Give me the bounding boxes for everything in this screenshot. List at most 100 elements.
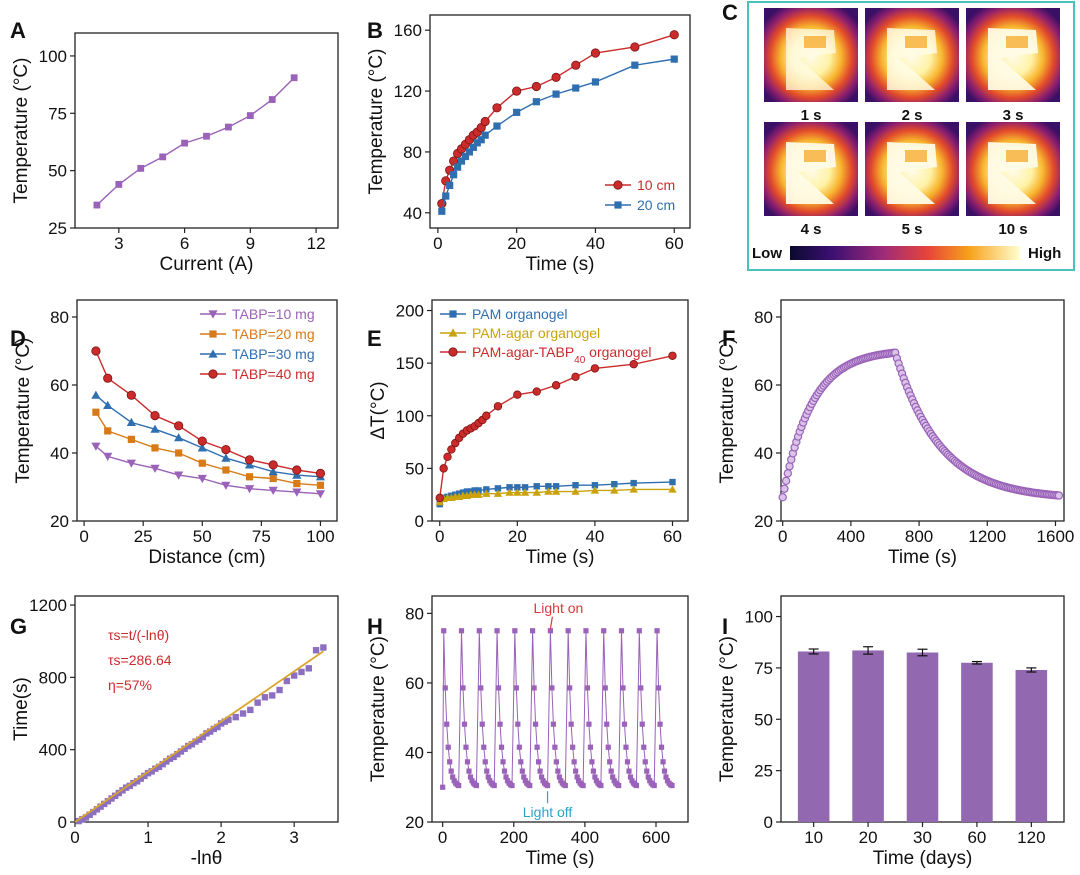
data-point bbox=[159, 153, 167, 161]
x-tick-label: 1200 bbox=[968, 527, 1006, 546]
data-point bbox=[550, 721, 556, 727]
data-point bbox=[473, 139, 481, 147]
data-point bbox=[446, 181, 454, 189]
data-point bbox=[556, 774, 562, 780]
data-point bbox=[126, 390, 136, 400]
inner-hot-spot bbox=[905, 150, 927, 162]
data-point bbox=[239, 710, 247, 717]
x-tick-label: 40 bbox=[585, 527, 604, 546]
y-tick-label: 80 bbox=[405, 604, 424, 623]
data-point bbox=[268, 460, 278, 470]
data-point bbox=[613, 180, 623, 190]
data-point bbox=[244, 460, 255, 469]
y-tick-label: 20 bbox=[405, 813, 424, 832]
data-point bbox=[663, 774, 669, 780]
y-axis-label: ΔT(°C) bbox=[368, 381, 389, 439]
x-axis-label: Time (s) bbox=[888, 547, 957, 568]
data-point bbox=[661, 768, 668, 774]
x-tick-label: 40 bbox=[586, 234, 605, 253]
data-point bbox=[174, 421, 184, 431]
data-point bbox=[555, 768, 561, 774]
data-point bbox=[170, 753, 177, 761]
data-point bbox=[513, 488, 522, 496]
data-point bbox=[668, 351, 677, 360]
plot-frame-D bbox=[76, 299, 338, 522]
data-point bbox=[477, 136, 485, 144]
frame-time-label: 2 s bbox=[902, 107, 923, 124]
data-point bbox=[521, 484, 529, 491]
x-tick-label: 12 bbox=[307, 234, 326, 253]
data-point bbox=[103, 373, 113, 383]
data-point bbox=[222, 466, 230, 474]
x-axis-label: Time (s) bbox=[526, 254, 595, 275]
data-point bbox=[90, 808, 97, 816]
data-point bbox=[320, 644, 327, 651]
data-point bbox=[639, 721, 645, 727]
data-point bbox=[641, 744, 647, 750]
colorbar-high-label: High bbox=[1028, 245, 1061, 262]
panel-I: I 0 25 50 75 100 10 20 30 60 120 Time (days) Tempera… bbox=[717, 595, 1065, 869]
annotation: η=57% bbox=[108, 677, 152, 693]
x-tick-label: 20 bbox=[508, 527, 527, 546]
data-point bbox=[475, 487, 482, 494]
legend-label: 10 cm bbox=[637, 177, 675, 193]
bar bbox=[797, 651, 830, 822]
data-point bbox=[534, 744, 540, 750]
data-point bbox=[197, 443, 207, 452]
data-point bbox=[438, 207, 446, 215]
panel-label-E: E bbox=[367, 326, 382, 351]
legend-item: TABP=30 mg bbox=[200, 346, 315, 362]
data-point bbox=[450, 171, 458, 179]
legend-text: PAM-agar-TABP bbox=[472, 344, 574, 360]
data-point bbox=[633, 782, 640, 789]
data-point bbox=[469, 143, 477, 151]
data-point bbox=[551, 72, 561, 82]
data-point bbox=[221, 718, 228, 725]
legend-label: TABP=20 mg bbox=[232, 326, 315, 342]
data-point bbox=[620, 685, 626, 691]
x-tick-label: 60 bbox=[967, 828, 986, 847]
data-point bbox=[447, 759, 453, 765]
data-point bbox=[527, 782, 533, 789]
y-tick-label: 100 bbox=[39, 47, 67, 66]
data-point bbox=[602, 685, 608, 691]
data-point bbox=[208, 369, 218, 379]
data-point bbox=[630, 42, 640, 52]
data-point bbox=[513, 685, 519, 691]
data-point bbox=[298, 668, 305, 676]
data-point bbox=[497, 721, 503, 727]
legend-label: TABP=40 mg bbox=[232, 366, 315, 382]
data-point bbox=[439, 464, 448, 473]
data-point bbox=[614, 201, 622, 209]
data-point bbox=[457, 157, 466, 165]
legend-label: PAM organogel bbox=[472, 306, 567, 322]
y-tick-label: 0 bbox=[58, 813, 67, 832]
data-point bbox=[440, 784, 446, 790]
thermal-frame: 10 s bbox=[966, 122, 1060, 238]
x-tick-label: 800 bbox=[905, 527, 933, 546]
panel-label-H: H bbox=[367, 614, 383, 639]
data-point bbox=[126, 782, 133, 790]
data-point bbox=[447, 445, 456, 454]
legend-item: TABP=20 mg bbox=[200, 326, 315, 342]
data-point bbox=[435, 493, 444, 503]
legend-text: TABP=40 mg bbox=[232, 366, 315, 382]
data-point bbox=[616, 782, 622, 789]
legend-text: TABP=20 mg bbox=[232, 326, 315, 342]
x-tick-label: 10 bbox=[804, 828, 823, 847]
data-point bbox=[780, 484, 789, 493]
data-point bbox=[657, 721, 663, 727]
data-point bbox=[471, 487, 478, 494]
data-point bbox=[660, 759, 666, 765]
data-point bbox=[448, 768, 454, 774]
x-tick-label: 3 bbox=[114, 234, 123, 253]
data-point bbox=[587, 744, 594, 750]
data-point bbox=[269, 474, 277, 483]
data-point bbox=[590, 48, 601, 58]
x-axis-label: Time (days) bbox=[873, 848, 973, 869]
data-point bbox=[315, 490, 326, 499]
data-point bbox=[155, 763, 163, 771]
data-point bbox=[203, 730, 210, 737]
data-point bbox=[79, 816, 86, 823]
data-point bbox=[221, 481, 231, 490]
